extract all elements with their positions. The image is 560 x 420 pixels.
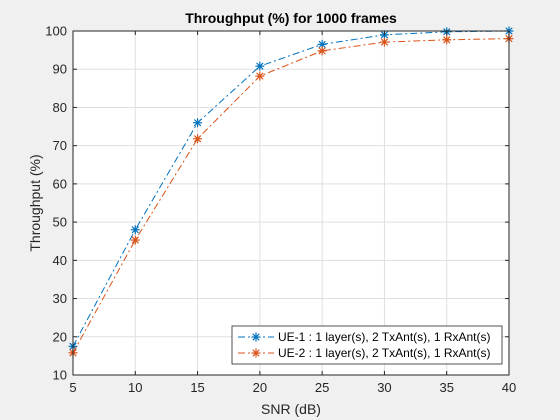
legend-marker xyxy=(251,348,261,358)
legend-entry: UE-1 : 1 layer(s), 2 TxAnt(s), 1 RxAnt(s… xyxy=(238,330,491,344)
series-line xyxy=(72,30,510,347)
data-point-marker xyxy=(317,39,327,49)
y-tick-label: 40 xyxy=(53,253,67,268)
data-point-marker xyxy=(193,134,203,144)
legend-label: UE-2 : 1 layer(s), 2 TxAnt(s), 1 RxAnt(s… xyxy=(278,346,491,360)
y-tick-label: 80 xyxy=(53,100,67,115)
y-tick-label: 50 xyxy=(53,215,67,230)
x-axis-title: SNR (dB) xyxy=(261,401,321,417)
y-tick-label: 100 xyxy=(45,24,67,39)
x-tick-label: 30 xyxy=(377,380,391,395)
x-tick-label: 25 xyxy=(315,380,329,395)
data-point-marker xyxy=(255,61,265,71)
y-tick-label: 60 xyxy=(53,176,67,191)
plot-area xyxy=(73,31,509,375)
legend-entry: UE-2 : 1 layer(s), 2 TxAnt(s), 1 RxAnt(s… xyxy=(238,346,491,360)
y-tick-label: 10 xyxy=(53,368,67,383)
x-tick-label: 5 xyxy=(69,380,76,395)
x-tick-label: 40 xyxy=(502,380,516,395)
legend-marker xyxy=(251,332,261,342)
legend-box xyxy=(231,325,503,365)
x-tick-label: 20 xyxy=(253,380,267,395)
x-tick-label: 15 xyxy=(190,380,204,395)
legend-label: UE-1 : 1 layer(s), 2 TxAnt(s), 1 RxAnt(s… xyxy=(278,330,491,344)
y-tick-label: 30 xyxy=(53,291,67,306)
data-point-marker xyxy=(130,225,140,235)
data-point-marker xyxy=(317,46,327,56)
y-tick-label: 90 xyxy=(53,62,67,77)
y-axis-title: Throughput (%) xyxy=(27,154,43,251)
data-series xyxy=(68,26,514,358)
plot-box xyxy=(72,30,510,376)
y-tick-label: 20 xyxy=(53,329,67,344)
legend: UE-1 : 1 layer(s), 2 TxAnt(s), 1 RxAnt(s… xyxy=(231,325,503,365)
data-point-marker xyxy=(442,35,452,45)
x-tick-label: 10 xyxy=(128,380,142,395)
y-tick-label: 70 xyxy=(53,138,67,153)
data-point-marker xyxy=(193,118,203,128)
chart-title: Throughput (%) for 1000 frames xyxy=(185,10,397,26)
data-point-marker xyxy=(130,235,140,245)
data-point-marker xyxy=(379,37,389,47)
x-tick-label: 35 xyxy=(439,380,453,395)
data-point-marker xyxy=(255,71,265,81)
